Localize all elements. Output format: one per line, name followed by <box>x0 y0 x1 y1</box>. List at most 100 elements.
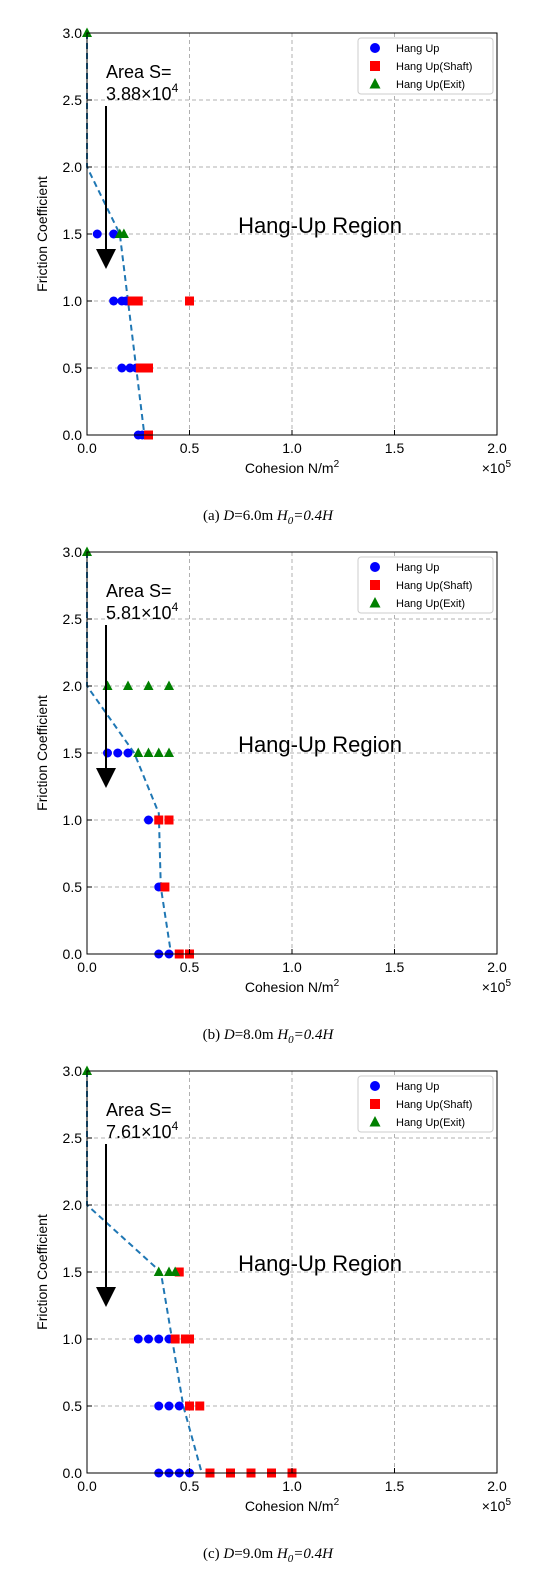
hang-up-point <box>113 748 123 758</box>
y-tick-label: 2.0 <box>63 1197 83 1213</box>
legend-label: Hang Up <box>396 1081 439 1093</box>
x-tick-label: 2.0 <box>487 1478 507 1494</box>
y-tick-label: 0.5 <box>63 879 83 895</box>
exit-point <box>153 747 164 757</box>
exit-point <box>170 1266 181 1276</box>
shaft-point <box>195 1401 205 1411</box>
y-tick-label: 1.0 <box>63 1331 83 1347</box>
x-tick-label: 1.5 <box>385 1478 405 1494</box>
shaft-point <box>154 815 164 825</box>
arrow-head <box>96 249 116 269</box>
hang-up-point <box>144 1334 153 1344</box>
legend-label: Hang Up <box>396 43 439 55</box>
legend-box <box>357 1075 494 1133</box>
y-tick-label: 2.0 <box>63 159 83 175</box>
panel-caption: (a) D=6.0m H0=0.4H <box>203 508 334 527</box>
y-tick-label: 1.0 <box>63 293 83 309</box>
legend-marker-square <box>370 1099 380 1109</box>
y-tick-label: 0.0 <box>63 427 83 443</box>
shaft-point <box>133 296 143 306</box>
shaft-point <box>144 363 153 373</box>
legend-label: Hang Up <box>396 562 439 574</box>
legend-box <box>357 556 494 614</box>
legend-label: Hang Up(Exit) <box>396 1117 465 1129</box>
x-axis-label: Cohesion N/m2 <box>245 978 340 995</box>
exit-point <box>164 680 174 690</box>
y-tick-label: 2.0 <box>63 678 83 694</box>
y-tick-label: 1.0 <box>63 812 83 828</box>
y-tick-label: 2.5 <box>63 1130 83 1146</box>
y-tick-label: 1.5 <box>63 226 83 242</box>
boundary-line <box>86 33 146 436</box>
hang-up-point <box>154 1401 164 1411</box>
legend-marker-square <box>370 61 380 71</box>
exit-point <box>123 680 133 690</box>
x-tick-label: 1.5 <box>385 440 405 456</box>
y-tick-label: 0.0 <box>63 946 83 962</box>
y-tick-label: 1.5 <box>63 1264 83 1280</box>
x-tick-label: 0.5 <box>180 959 200 975</box>
y-axis-label: Friction Coefficient <box>34 176 50 292</box>
x-tick-label: 0.5 <box>180 1478 200 1494</box>
legend-label: Hang Up(Exit) <box>396 79 465 91</box>
x-axis-label: Cohesion N/m2 <box>245 1497 340 1514</box>
exit-point <box>82 546 92 556</box>
legend-marker-circle <box>370 1081 380 1091</box>
legend-marker-square <box>370 580 380 590</box>
x-tick-label: 2.0 <box>487 440 507 456</box>
y-axis-label: Friction Coefficient <box>34 1214 50 1330</box>
arrow-head <box>96 1287 116 1307</box>
exit-point <box>82 1065 92 1075</box>
shaft-point <box>174 1267 184 1277</box>
y-tick-label: 0.0 <box>63 1465 83 1481</box>
hang-up-point <box>133 1334 143 1344</box>
region-label: Hang-Up Region <box>238 732 402 757</box>
hang-up-point <box>174 1401 184 1411</box>
chart-panel-3: 0.0 0.5 1.0 1.5 2.0 0.0 0.5 1.0 1.5 2.0 2.5 3.0 Cohe… <box>34 1063 511 1565</box>
legend-box <box>357 37 494 95</box>
x-axis-multiplier: ×105 <box>482 459 512 476</box>
exit-point <box>164 747 174 757</box>
x-tick-label: 1.0 <box>282 959 302 975</box>
panel-caption: (b) D=8.0m H0=0.4H <box>203 1027 335 1046</box>
chart-panel-1: 0.0 0.5 1.0 1.5 2.0 0.0 0.5 1.0 1.5 2.0 2.5 3.0 Cohe… <box>34 25 511 527</box>
arrow-head <box>96 768 116 788</box>
x-tick-label: 0.0 <box>77 1478 97 1494</box>
exit-point <box>143 680 154 690</box>
y-tick-label: 2.5 <box>63 611 83 627</box>
x-tick-label: 0.0 <box>77 440 97 456</box>
legend-label: Hang Up(Exit) <box>396 598 465 610</box>
exit-point <box>82 27 92 37</box>
exit-point <box>102 680 113 690</box>
hang-up-point <box>92 229 102 239</box>
panel-caption: (c) D=9.0m H0=0.4H <box>203 1546 334 1565</box>
x-axis-multiplier: ×105 <box>482 978 512 995</box>
hang-up-point <box>125 363 135 373</box>
shaft-point <box>160 882 170 892</box>
y-tick-label: 0.5 <box>63 1398 83 1414</box>
y-tick-label: 1.5 <box>63 745 83 761</box>
hang-up-point <box>103 748 112 758</box>
legend-marker-circle <box>370 562 380 572</box>
legend-label: Hang Up(Shaft) <box>396 580 472 592</box>
hang-up-point <box>154 1334 164 1344</box>
legend-marker-triangle <box>369 597 381 608</box>
region-label: Hang-Up Region <box>238 213 402 238</box>
shaft-point <box>185 296 194 306</box>
legend-marker-circle <box>370 43 380 53</box>
area-label: Area S= <box>106 1100 172 1120</box>
legend-label: Hang Up(Shaft) <box>396 61 472 73</box>
hang-up-point <box>123 748 133 758</box>
shaft-point <box>185 1401 194 1411</box>
y-tick-label: 3.0 <box>63 1063 83 1079</box>
area-label: Area S= <box>106 581 172 601</box>
chart-panel-2: 0.0 0.5 1.0 1.5 2.0 0.0 0.5 1.0 1.5 2.0 2.5 3.0 Cohe… <box>34 544 511 1046</box>
hang-up-point <box>164 1401 174 1411</box>
shaft-point <box>170 1334 180 1344</box>
x-tick-label: 0.5 <box>180 440 200 456</box>
y-tick-label: 3.0 <box>63 544 83 560</box>
y-tick-label: 3.0 <box>63 25 83 41</box>
hang-up-point <box>144 815 153 825</box>
x-tick-label: 1.5 <box>385 959 405 975</box>
exit-point <box>133 747 144 757</box>
